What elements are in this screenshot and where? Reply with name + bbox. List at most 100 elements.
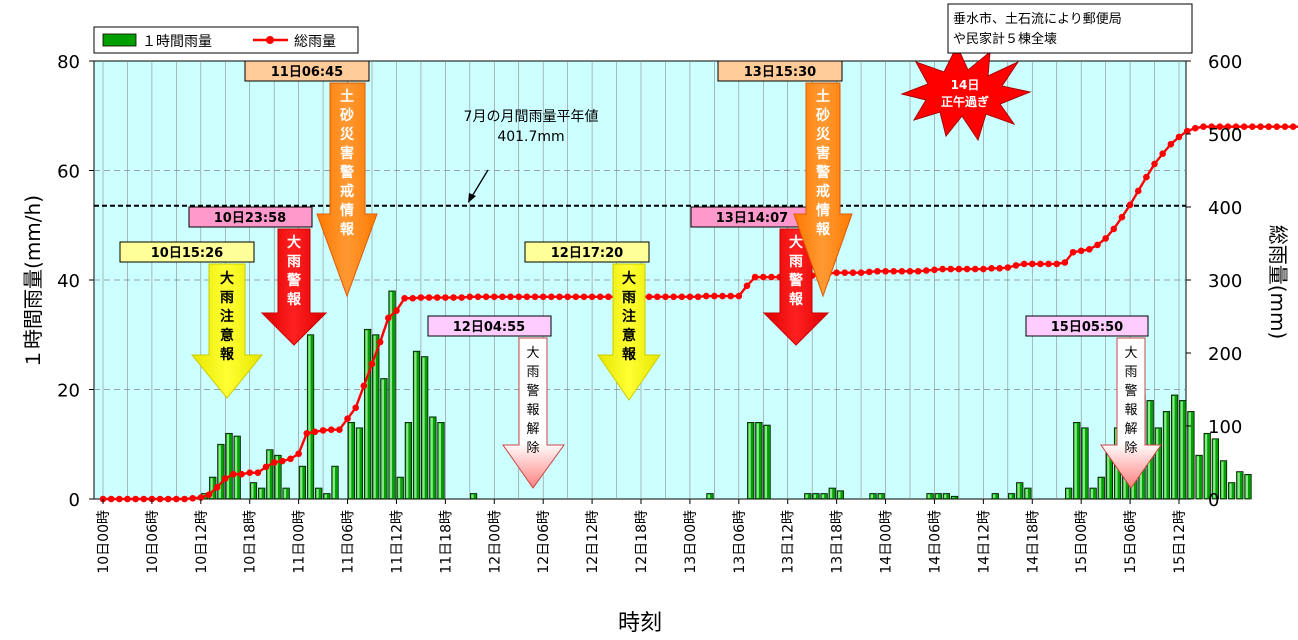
total-rain-point	[849, 269, 857, 277]
x-tick-label: 14日18時	[1025, 510, 1041, 574]
total-rain-point	[833, 269, 840, 277]
x-axis-ticks: 10日00時 10日06時 10日12時 10日18時 11日00時 11日06時 11日1…	[96, 499, 1188, 574]
rain-bar	[1170, 394, 1179, 500]
rain-bar	[747, 422, 755, 500]
total-rain-point	[1281, 123, 1289, 130]
x-tick-label: 15日06時	[1123, 510, 1139, 574]
x-tick-label: 13日00時	[683, 510, 699, 574]
total-rain-point	[1045, 260, 1052, 268]
total-rain-point	[336, 426, 343, 433]
total-rain-point	[539, 293, 547, 301]
x-tick-label: 11日06時	[341, 510, 357, 574]
x-tick-label: 14日00時	[879, 510, 895, 574]
y-tick-right: 100	[1208, 417, 1242, 438]
y-tick-left: 60	[57, 162, 80, 183]
total-rain-point	[295, 450, 302, 458]
rain-bar	[1179, 400, 1187, 500]
total-rain-point	[694, 293, 702, 301]
total-rain-point	[262, 463, 270, 471]
rain-bar	[298, 465, 307, 500]
rain-bar	[1228, 482, 1236, 500]
total-rain-point	[662, 293, 669, 301]
total-rain-point	[768, 273, 775, 281]
svg-text:13日14:07: 13日14:07	[716, 211, 788, 226]
total-rain-point	[556, 293, 563, 301]
average-pointer-head	[468, 193, 476, 203]
rain-bar	[331, 465, 339, 500]
total-rain-point	[1200, 123, 1207, 130]
rain-bar	[1065, 487, 1073, 500]
total-rain-point	[124, 495, 131, 503]
total-rain-point	[1249, 123, 1256, 130]
rain-bar	[755, 422, 763, 500]
total-rain-point	[564, 293, 571, 301]
rain-bar	[1016, 482, 1024, 500]
x-tick-label: 14日12時	[976, 510, 992, 574]
x-tick-label: 12日06時	[536, 510, 552, 574]
rain-bar	[421, 356, 429, 500]
total-rain-point	[474, 293, 482, 301]
y-axis-right-title: 総雨量(mm)	[1266, 225, 1290, 340]
total-rain-point	[1175, 133, 1183, 141]
total-rain-point	[1086, 246, 1093, 253]
total-rain-point	[368, 360, 376, 368]
y-tick-left: 20	[57, 381, 80, 402]
rain-bar	[396, 476, 404, 500]
total-rain-point	[450, 294, 457, 301]
warning-3-arrow-text: 土砂災害警戒情報	[339, 88, 355, 238]
total-rain-point	[246, 469, 254, 477]
x-tick-label: 11日12時	[389, 510, 405, 574]
x-tick-label: 12日18時	[634, 510, 650, 574]
total-rain-point	[947, 265, 955, 273]
y-tick-right: 400	[1208, 198, 1242, 219]
rain-bar	[1211, 438, 1219, 500]
legend-bar-swatch	[102, 33, 137, 47]
total-rain-line	[103, 125, 1298, 501]
x-tick-label: 12日12時	[585, 510, 601, 574]
rain-bar	[355, 427, 364, 500]
rain-bar	[1024, 487, 1032, 500]
total-rain-point	[1069, 248, 1077, 256]
rain-bar	[1203, 432, 1211, 500]
total-rain-point	[841, 269, 849, 277]
total-rain-point	[1028, 260, 1036, 268]
svg-text:正午過ぎ: 正午過ぎ	[941, 94, 989, 109]
total-rain-point	[1020, 260, 1028, 268]
total-rain-point	[1240, 123, 1248, 130]
total-rain-point	[702, 292, 710, 300]
average-label-line2: 401.7mm	[497, 129, 564, 145]
y-tick-left: 0	[69, 490, 80, 511]
rain-bar	[1236, 471, 1244, 500]
y-tick-right: 300	[1208, 271, 1242, 292]
rain-bar	[991, 493, 999, 500]
x-tick-label: 10日12時	[194, 510, 210, 574]
rain-bar	[950, 495, 959, 500]
legend: １時間雨量 総雨量	[93, 26, 359, 54]
total-rain-point	[988, 265, 995, 272]
total-rain-point	[923, 267, 930, 274]
rain-bar	[217, 443, 225, 500]
total-rain-point	[499, 293, 506, 301]
total-rain-point	[743, 282, 751, 290]
total-rain-point	[914, 267, 922, 275]
right-axis-ticks: 0 100 200 300 400 500 600	[1186, 52, 1242, 511]
total-rain-point	[1102, 235, 1109, 242]
total-rain-point	[270, 459, 278, 466]
total-rain-point	[523, 293, 531, 301]
total-rain-point	[254, 469, 262, 477]
rain-bar	[1162, 411, 1171, 500]
total-rain-point	[490, 293, 498, 301]
total-rain-point	[572, 293, 580, 301]
y-tick-right: 500	[1208, 125, 1242, 146]
warning-6-arrow-text: 大雨警報	[789, 234, 804, 308]
total-rain-point	[971, 265, 979, 273]
total-rain-point	[433, 294, 441, 301]
warning-8: 15日05:50 大雨警報解除	[1025, 315, 1162, 489]
warning-2: 10日23:58 大雨警報	[188, 206, 328, 346]
warning-1-arrow-text: 大雨注意報	[220, 270, 235, 363]
rain-bar	[363, 328, 372, 500]
total-rain-series	[99, 123, 1298, 503]
rain-bar	[820, 493, 828, 500]
total-rain-point	[515, 293, 523, 301]
total-rain-point	[507, 293, 514, 301]
